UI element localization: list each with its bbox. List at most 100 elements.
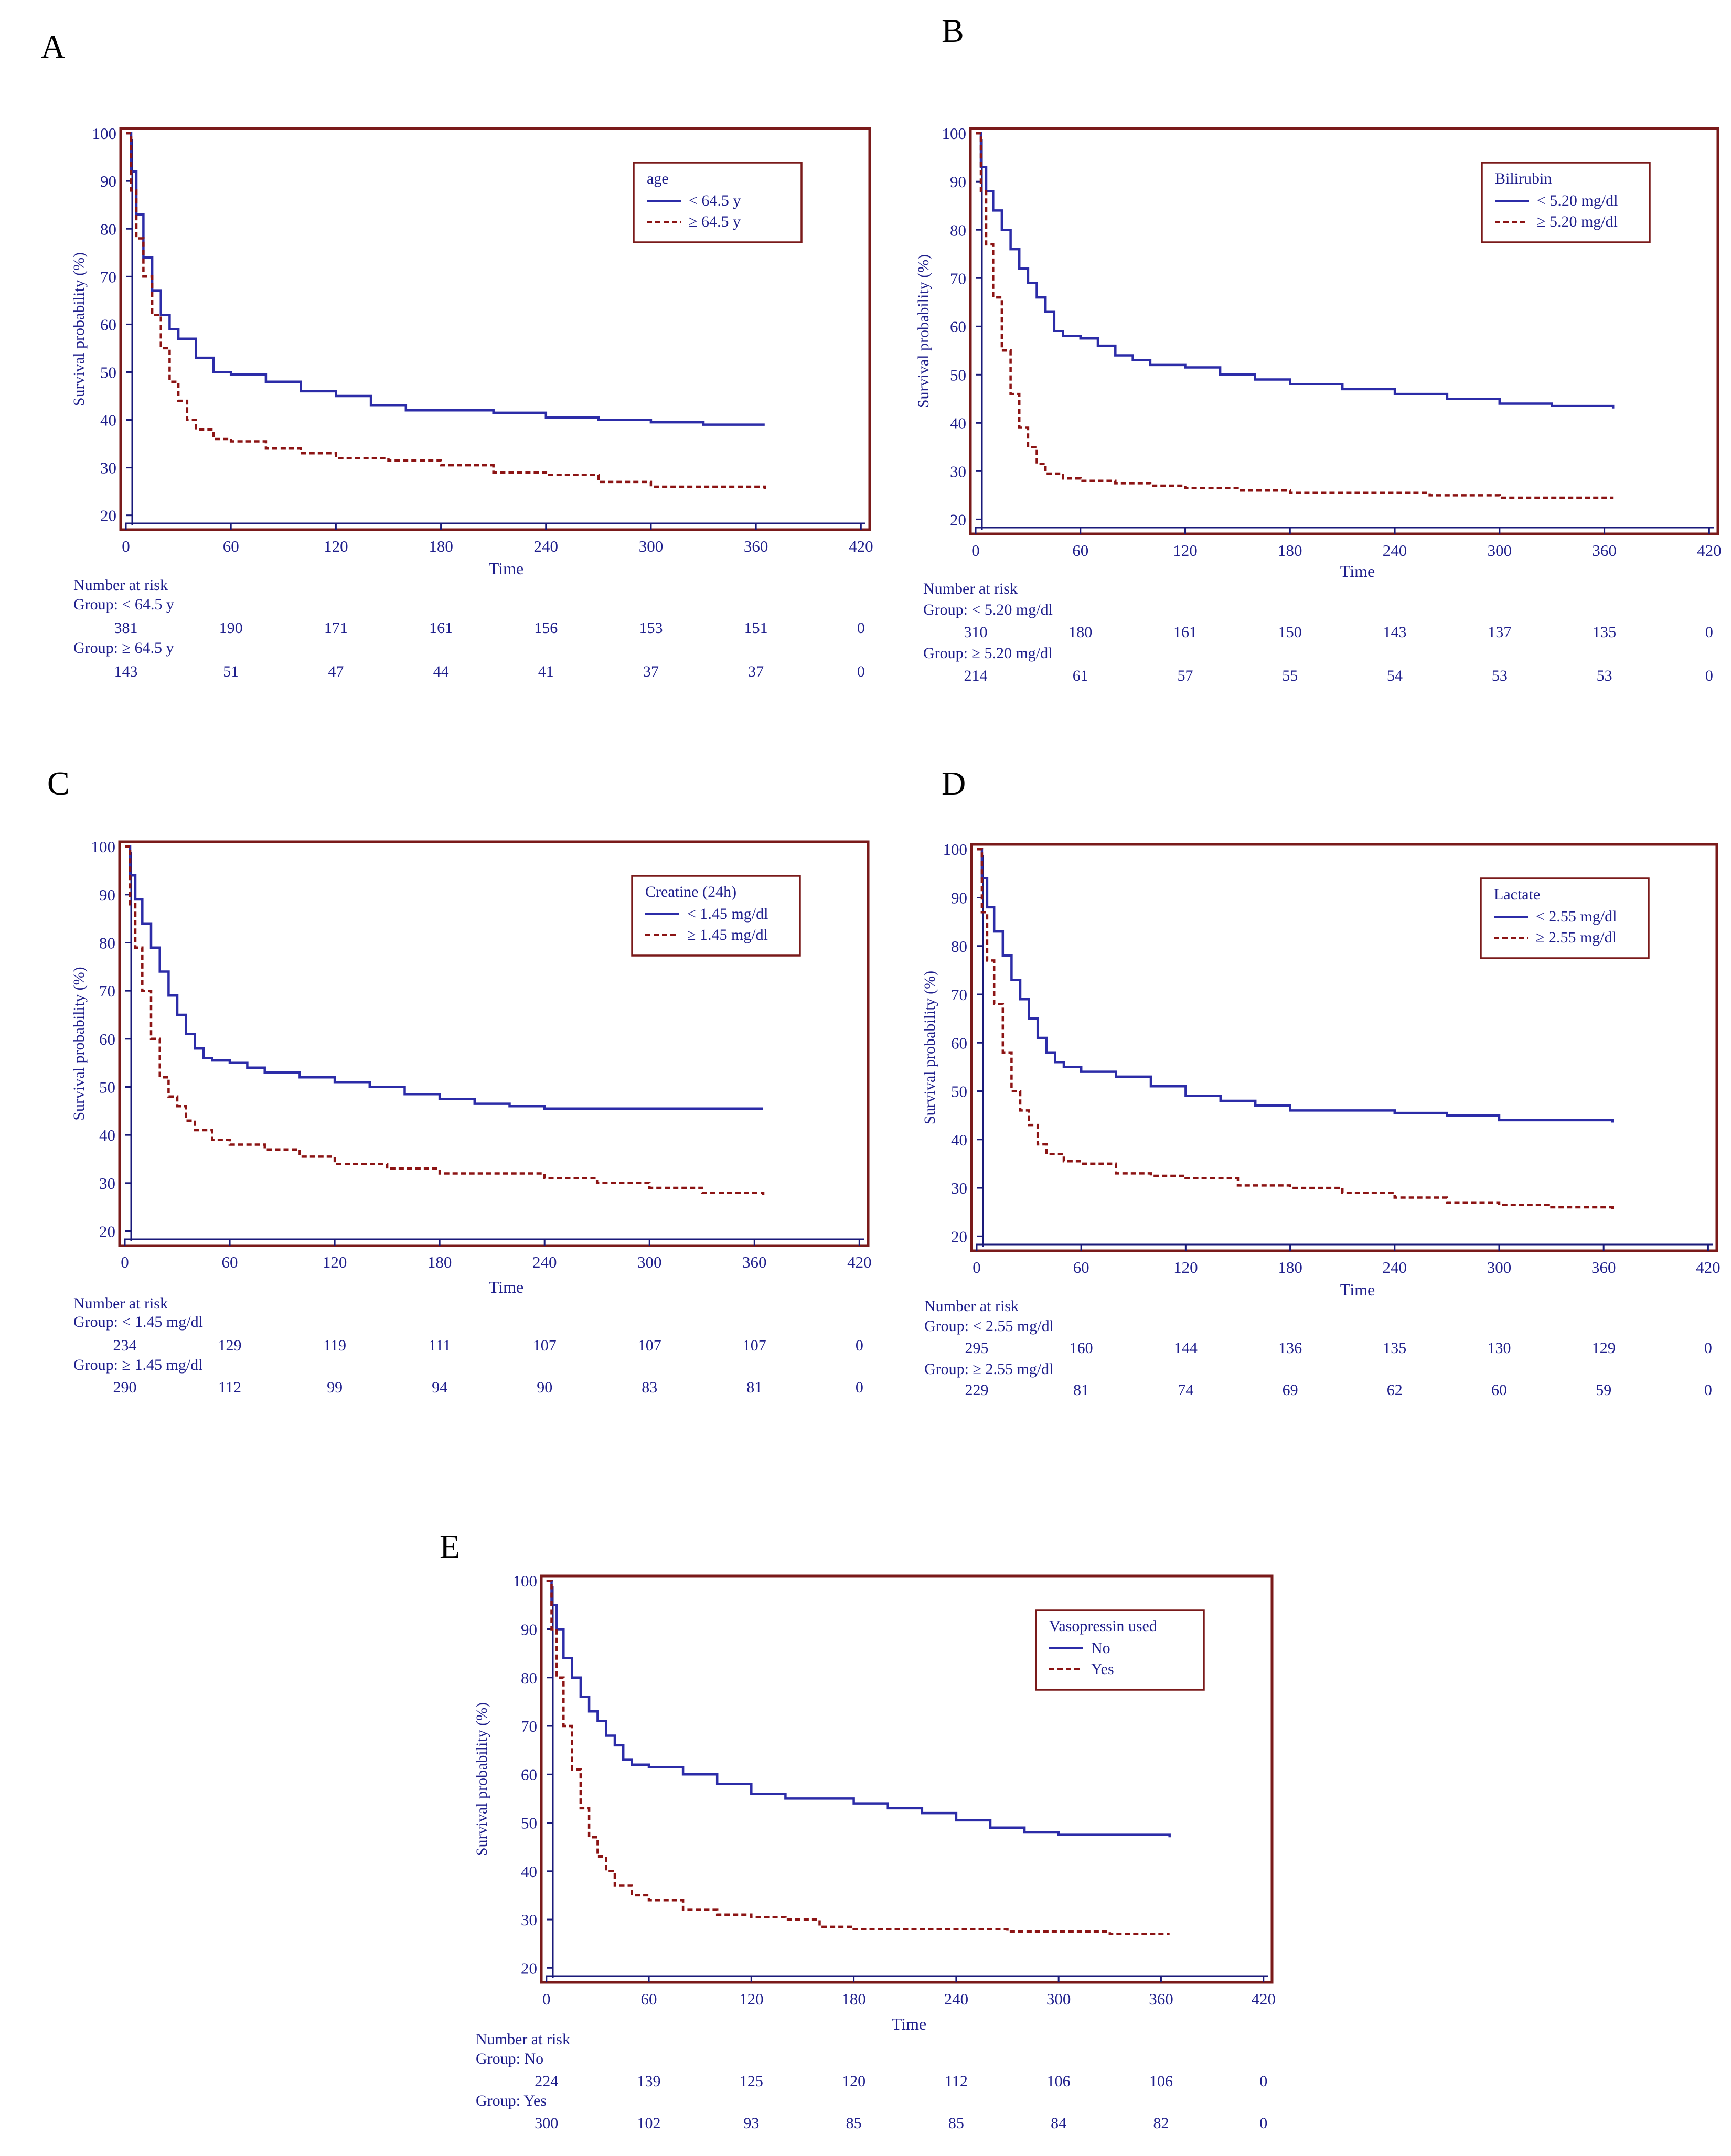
risk-count: 111 (429, 1337, 451, 1354)
risk-count: 60 (1491, 1381, 1507, 1399)
panel-d: D 20 30 40 50 60 70 80 90 100 0 60 120 180 240 300 360 42… (921, 765, 1721, 1399)
legend-entry: Yes (1091, 1660, 1114, 1678)
panel-letter: A (41, 28, 65, 65)
risk-count: 81 (1073, 1381, 1089, 1399)
risk-count: 300 (535, 2115, 558, 2132)
risk-group-label: Group: No (476, 2050, 543, 2067)
risk-group-label: Group: < 64.5 y (73, 596, 174, 613)
risk-count: 62 (1387, 1381, 1403, 1399)
x-tick-label: 420 (1696, 1258, 1721, 1277)
risk-count: 94 (432, 1379, 447, 1396)
x-tick-label: 120 (323, 1253, 347, 1271)
risk-count: 130 (1487, 1339, 1511, 1357)
risk-count: 0 (1705, 667, 1713, 684)
y-axis-label: Survival probability (%) (921, 971, 938, 1124)
y-axis-label: Survival probability (%) (473, 1702, 490, 1856)
legend-title: Bilirubin (1495, 170, 1552, 187)
panel-letter: B (942, 12, 964, 49)
risk-group-label: Group: ≥ 64.5 y (73, 639, 174, 657)
risk-count: 83 (642, 1379, 657, 1396)
risk-table: Number at risk Group: < 64.5 y 381 190 171 16… (73, 576, 865, 680)
legend: Bilirubin < 5.20 mg/dl ≥ 5.20 mg/dl (1481, 162, 1651, 243)
risk-group-label: Group: ≥ 1.45 mg/dl (73, 1356, 202, 1374)
y-tick-label: 50 (100, 363, 116, 381)
risk-count: 61 (1073, 667, 1088, 684)
legend-entry: < 64.5 y (689, 192, 741, 209)
y-tick-label: 90 (951, 888, 967, 907)
risk-count: 53 (1597, 667, 1612, 684)
risk-count: 69 (1283, 1381, 1298, 1399)
risk-count: 381 (114, 619, 138, 637)
risk-count: 0 (1259, 2115, 1267, 2132)
x-tick-label: 0 (122, 537, 130, 555)
x-tick-label: 420 (1697, 541, 1722, 560)
y-tick-label: 60 (99, 1030, 115, 1048)
risk-group-label: Group: ≥ 2.55 mg/dl (924, 1360, 1053, 1378)
risk-count: 125 (740, 2073, 763, 2090)
plot-frame (119, 127, 871, 531)
risk-count: 0 (1259, 2073, 1267, 2090)
legend: Vasopressin used No Yes (1035, 1609, 1205, 1691)
x-tick-label: 300 (1488, 541, 1512, 560)
legend-box (631, 875, 801, 957)
y-tick-label: 20 (951, 1227, 967, 1246)
risk-table-title: Number at risk (73, 576, 168, 594)
x-tick-label: 180 (428, 1253, 452, 1271)
risk-count: 310 (964, 624, 987, 641)
x-tick-label: 0 (121, 1253, 129, 1271)
risk-count: 120 (842, 2073, 866, 2090)
legend-title: age (647, 170, 669, 187)
y-tick-label: 20 (99, 1222, 115, 1241)
risk-count: 295 (965, 1339, 988, 1357)
risk-table-title: Number at risk (73, 1295, 168, 1312)
y-tick-label: 40 (100, 411, 116, 430)
risk-table-title: Number at risk (924, 1297, 1019, 1315)
risk-count: 112 (945, 2073, 968, 2090)
y-tick-label: 60 (100, 315, 116, 334)
panel-letter: E (440, 1528, 460, 1565)
legend-box (1481, 162, 1651, 243)
y-tick-label: 80 (99, 934, 115, 952)
risk-count: 224 (535, 2073, 558, 2090)
y-tick-label: 20 (950, 510, 966, 529)
panel-c: C 20 30 40 50 60 70 80 90 100 0 60 120 180 240 300 360 42… (47, 765, 872, 1396)
y-tick-label: 40 (951, 1131, 967, 1149)
risk-count: 44 (433, 663, 449, 680)
y-tick-label: 20 (521, 1959, 537, 1977)
y-tick-label: 100 (942, 124, 967, 143)
panel-letter: D (942, 765, 966, 802)
risk-count: 139 (637, 2073, 661, 2090)
x-tick-label: 360 (1591, 1258, 1616, 1277)
legend-box (1480, 877, 1650, 959)
y-tick-label: 30 (521, 1911, 537, 1929)
y-tick-label: 70 (950, 269, 966, 287)
series-line-solid (125, 845, 763, 1110)
risk-count: 136 (1278, 1339, 1302, 1357)
legend-entry: ≥ 1.45 mg/dl (687, 926, 768, 943)
legend-title: Lactate (1494, 886, 1540, 903)
plot-frame (969, 127, 1719, 535)
y-tick-label: 100 (92, 124, 117, 143)
risk-group-label: Group: Yes (476, 2092, 547, 2109)
x-tick-label: 120 (739, 1990, 764, 2008)
x-tick-label: 240 (1383, 541, 1407, 560)
risk-table-title: Number at risk (476, 2031, 570, 2048)
x-tick-label: 420 (1251, 1990, 1276, 2008)
series-line-dashed (546, 1579, 1170, 1935)
y-tick-label: 20 (100, 507, 116, 525)
x-axis-label: Time (892, 2014, 926, 2033)
y-tick-label: 60 (950, 317, 966, 336)
risk-count: 106 (1149, 2073, 1173, 2090)
y-tick-label: 80 (521, 1669, 537, 1687)
y-tick-label: 70 (951, 985, 967, 1004)
risk-count: 112 (218, 1379, 241, 1396)
y-tick-label: 90 (950, 173, 966, 191)
risk-count: 171 (324, 619, 348, 637)
risk-count: 160 (1070, 1339, 1093, 1357)
plot-frame (118, 840, 870, 1247)
x-tick-label: 300 (639, 537, 664, 555)
legend-entry: No (1091, 1639, 1110, 1657)
x-tick-label: 180 (841, 1990, 866, 2008)
series-line-solid (977, 848, 1614, 1123)
